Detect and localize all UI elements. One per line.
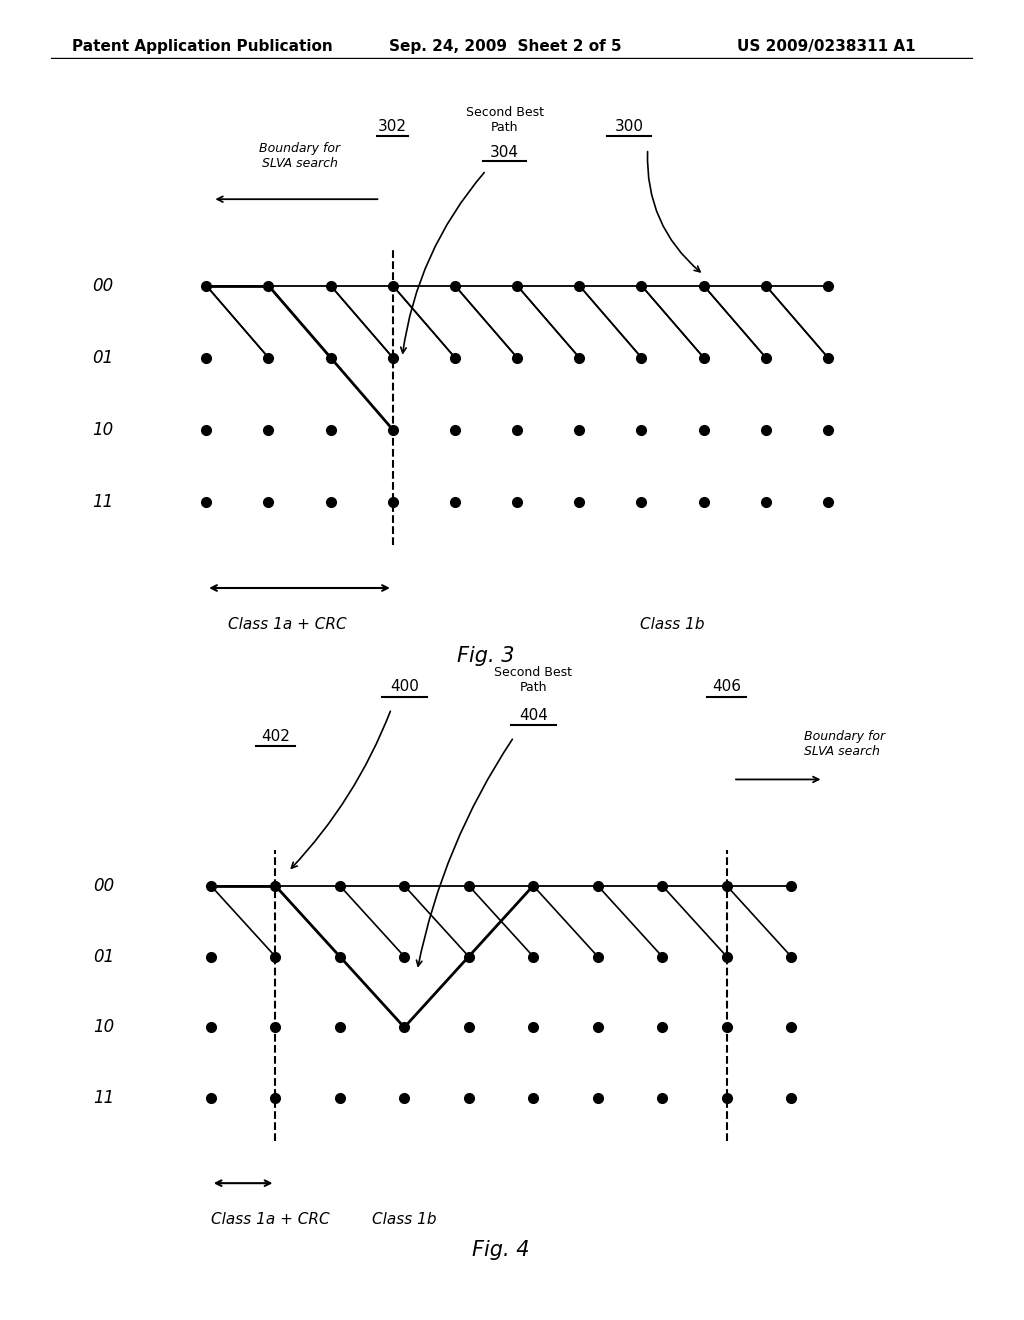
Text: Second Best
Path: Second Best Path: [495, 667, 572, 694]
Text: Fig. 4: Fig. 4: [472, 1239, 529, 1259]
Text: 10: 10: [93, 1018, 114, 1036]
Text: Class 1b: Class 1b: [640, 616, 705, 632]
Text: 11: 11: [93, 1089, 114, 1107]
Text: Fig. 3: Fig. 3: [458, 645, 515, 665]
Text: 11: 11: [92, 492, 113, 511]
Text: US 2009/0238311 A1: US 2009/0238311 A1: [737, 38, 915, 54]
Text: 406: 406: [712, 680, 741, 694]
Text: 01: 01: [92, 348, 113, 367]
Text: Patent Application Publication: Patent Application Publication: [72, 38, 333, 54]
Text: 402: 402: [261, 729, 290, 744]
Text: Class 1a + CRC: Class 1a + CRC: [211, 1212, 330, 1226]
Text: Class 1b: Class 1b: [372, 1212, 436, 1226]
Text: 00: 00: [92, 277, 113, 294]
Text: Boundary for
SLVA search: Boundary for SLVA search: [804, 730, 885, 758]
Text: Boundary for
SLVA search: Boundary for SLVA search: [259, 143, 340, 170]
Text: 404: 404: [519, 708, 548, 723]
Text: 302: 302: [378, 119, 408, 135]
Text: 400: 400: [390, 680, 419, 694]
Text: Class 1a + CRC: Class 1a + CRC: [227, 616, 346, 632]
Text: 01: 01: [93, 948, 114, 965]
Text: 10: 10: [92, 421, 113, 438]
Text: Second Best
Path: Second Best Path: [466, 107, 544, 135]
Text: 00: 00: [93, 876, 114, 895]
Text: 304: 304: [490, 145, 519, 160]
Text: 300: 300: [614, 119, 643, 135]
Text: Sep. 24, 2009  Sheet 2 of 5: Sep. 24, 2009 Sheet 2 of 5: [389, 38, 622, 54]
